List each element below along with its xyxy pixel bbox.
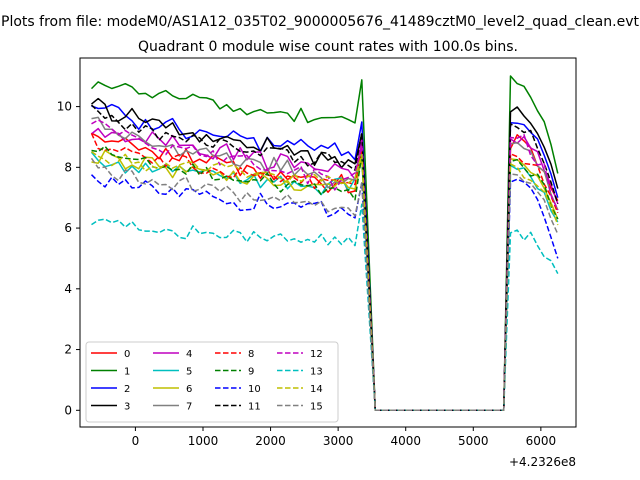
legend-label-12: 12 [310,349,323,360]
plot-frame [79,57,577,428]
legend-label-4: 4 [186,349,192,360]
y-axis: 0 2 4 6 8 10 [57,100,80,417]
series-line-9 [91,145,559,412]
legend-label-7: 7 [186,402,192,413]
x-tick-label: 6000 [526,434,557,448]
series-line-15 [90,157,559,412]
legend-label-11: 11 [248,402,261,413]
legend-label-5: 5 [186,367,192,378]
legend-label-6: 6 [186,384,192,395]
y-tick-label: 10 [57,100,72,114]
chart-title: Quadrant 0 module wise count rates with … [138,39,518,55]
x-axis: 0 1000 2000 3000 4000 5000 6000 [132,427,557,448]
y-tick-label: 4 [64,282,72,296]
x-tick-label: 0 [132,434,140,448]
legend-label-2: 2 [124,384,130,395]
y-tick-label: 0 [64,403,72,417]
y-tick-label: 8 [64,160,72,174]
legend-label-8: 8 [248,349,254,360]
legend-label-3: 3 [124,402,130,413]
x-tick-label: 5000 [458,434,489,448]
figure-suptitle: Plots from file: modeM0/AS1A12_035T02_90… [1,14,639,30]
legend-label-13: 13 [310,367,323,378]
x-tick-label: 3000 [323,434,354,448]
x-offset-label: +4.2326e8 [509,455,576,469]
legend-label-9: 9 [248,367,254,378]
x-tick-label: 1000 [188,434,219,448]
legend-box [85,341,339,423]
legend-label-14: 14 [310,384,323,395]
legend-label-10: 10 [248,384,261,395]
x-tick-label: 2000 [255,434,286,448]
series-line-11 [90,104,559,412]
y-tick-label: 2 [64,343,72,357]
x-tick-label: 4000 [390,434,421,448]
legend-label-0: 0 [124,349,130,360]
legend-label-1: 1 [124,367,130,378]
legend-label-15: 15 [310,402,323,413]
y-tick-label: 6 [64,221,72,235]
series-layer [90,75,559,412]
